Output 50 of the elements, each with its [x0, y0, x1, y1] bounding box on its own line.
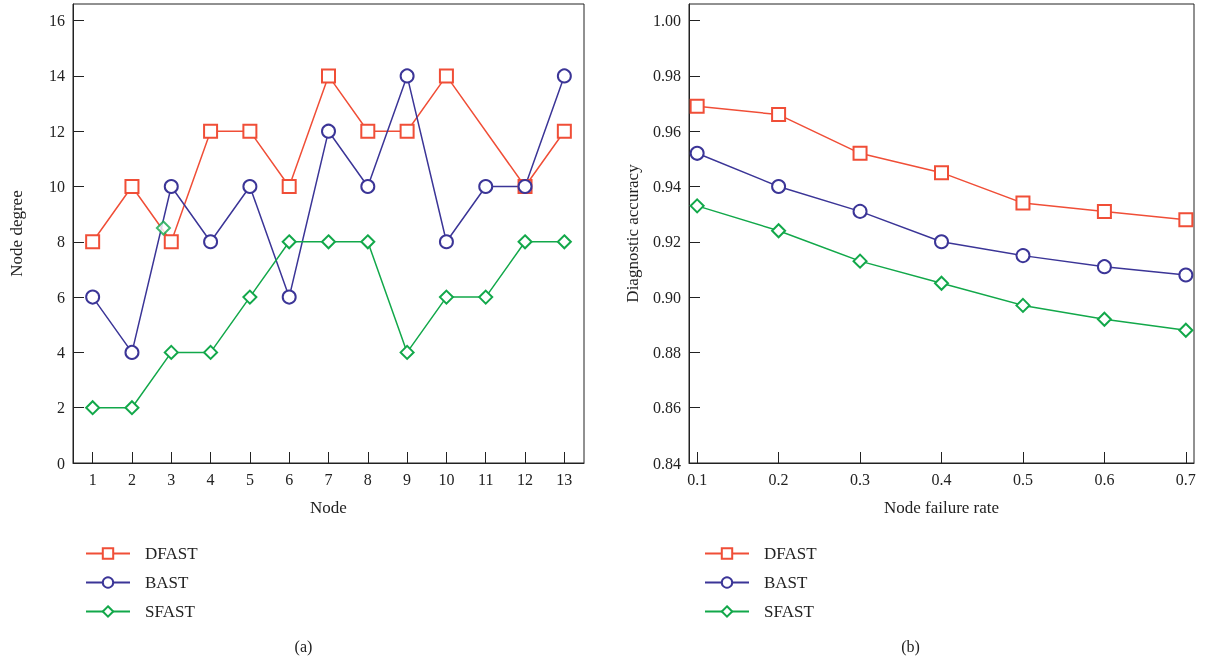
y-tick-label: 0	[57, 454, 65, 472]
y-tick-label: 10	[49, 177, 65, 195]
x-tick-label: 3	[167, 470, 176, 488]
y-axis-title: Node degree	[7, 190, 26, 277]
text: (a)	[294, 637, 313, 656]
x-tick-label: 0.6	[1094, 470, 1115, 488]
legend-label: DFAST	[145, 544, 199, 563]
x-tick-label: 0.2	[768, 470, 789, 488]
x-tick-label: 13	[556, 470, 573, 488]
y-tick-label: 4	[57, 343, 65, 361]
x-tick-label: 1	[88, 470, 97, 488]
y-tick-label: 0.94	[653, 177, 681, 195]
text: (b)	[901, 637, 920, 656]
y-tick-label: 0.88	[653, 343, 681, 361]
x-tick-label: 0.1	[687, 470, 708, 488]
y-tick-label: 0.98	[653, 67, 681, 85]
x-axis-title: Node failure rate	[883, 498, 1000, 517]
x-tick-label: 10	[438, 470, 455, 488]
y-tick-label: 8	[57, 233, 65, 251]
y-axis-title: Diagnostic accuracy	[623, 163, 642, 303]
x-axis-title: Node	[310, 498, 347, 517]
x-tick-label: 0.7	[1175, 470, 1196, 488]
x-tick-label: 0.4	[931, 470, 952, 488]
legend-label: SFAST	[145, 602, 196, 621]
legend-label: SFAST	[764, 602, 815, 621]
y-tick-label: 16	[49, 12, 65, 30]
x-tick-label: 0.3	[850, 470, 871, 488]
x-tick-label: 11	[478, 470, 494, 488]
x-tick-label: 2	[127, 470, 136, 488]
y-tick-label: 6	[57, 288, 65, 306]
y-tick-label: 0.92	[653, 233, 681, 251]
legend-label: DFAST	[764, 544, 818, 563]
x-tick-label: 0.5	[1012, 470, 1033, 488]
x-tick-label: 6	[285, 470, 294, 488]
legend-label: BAST	[145, 573, 190, 592]
x-tick-label: 7	[324, 470, 333, 488]
y-tick-label: 0.90	[653, 288, 681, 306]
x-tick-label: 4	[206, 470, 215, 488]
y-tick-label: 1.00	[653, 12, 681, 30]
y-tick-label: 2	[57, 399, 65, 417]
y-tick-label: 0.84	[653, 454, 681, 472]
y-tick-label: 12	[49, 122, 65, 140]
x-tick-label: 5	[245, 470, 254, 488]
y-tick-label: 14	[49, 67, 65, 85]
x-tick-label: 9	[403, 470, 412, 488]
y-tick-label: 0.96	[653, 122, 681, 140]
x-tick-label: 8	[363, 470, 372, 488]
x-tick-label: 12	[517, 470, 534, 488]
y-tick-label: 0.86	[653, 399, 681, 417]
legend-label: BAST	[764, 573, 809, 592]
